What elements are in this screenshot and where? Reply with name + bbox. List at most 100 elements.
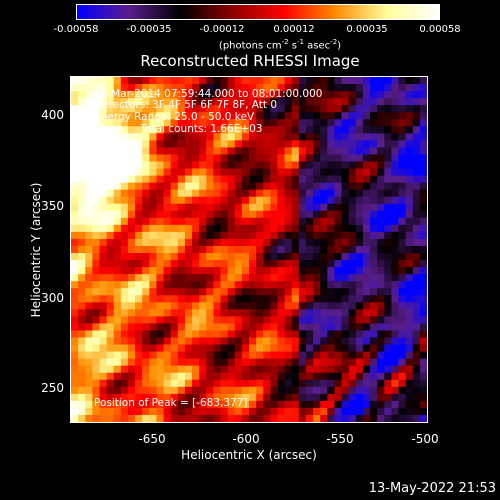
heatmap-cell	[405, 316, 414, 325]
heatmap-cell	[99, 400, 108, 409]
heatmap-cell	[370, 133, 378, 141]
heatmap-cell	[199, 386, 207, 395]
heatmap-cell	[362, 288, 371, 296]
heatmap-cell	[377, 245, 385, 254]
heatmap-cell	[291, 372, 300, 381]
heatmap-cell	[298, 210, 307, 219]
heatmap-cell	[270, 386, 279, 395]
heatmap-cell	[149, 231, 158, 240]
heatmap-cell	[170, 288, 179, 296]
heatmap-cell	[163, 98, 172, 106]
heatmap-cell	[184, 231, 193, 240]
heatmap-cell	[334, 407, 343, 416]
heatmap-cell	[362, 175, 371, 184]
heatmap-cell	[398, 168, 407, 177]
heatmap-cell	[263, 267, 271, 275]
heatmap-cell	[156, 77, 165, 85]
plot-timestamp: 13-May-2022 21:53	[368, 481, 496, 496]
x-tick-label: -600	[232, 432, 260, 446]
heatmap-cell	[163, 147, 172, 156]
heatmap-cell	[227, 77, 236, 85]
heatmap-cell	[348, 330, 357, 339]
heatmap-cell	[92, 210, 101, 219]
heatmap-cell	[284, 77, 293, 85]
heatmap-cell	[170, 365, 179, 374]
heatmap-cell	[135, 175, 143, 184]
heatmap-cell	[135, 119, 143, 127]
heatmap-cell	[234, 77, 243, 85]
heatmap-cell	[177, 238, 186, 247]
heatmap-cell	[377, 337, 385, 346]
heatmap-cell	[384, 168, 392, 177]
heatmap-cell	[135, 337, 143, 346]
heatmap-cell	[156, 302, 165, 310]
heatmap-cell	[305, 231, 314, 240]
heatmap-cell	[213, 175, 222, 184]
heatmap-cell	[412, 323, 421, 332]
heatmap-cell	[370, 210, 378, 219]
heatmap-cell	[341, 140, 350, 149]
heatmap-cell	[78, 351, 86, 360]
heatmap-cell	[142, 407, 150, 416]
heatmap-cell	[313, 400, 321, 409]
heatmap-cell	[284, 281, 293, 289]
heatmap-cell	[227, 231, 236, 240]
heatmap-cell	[391, 393, 400, 402]
heatmap-cell	[234, 182, 243, 191]
heatmap-cell	[206, 400, 214, 409]
heatmap-cell	[241, 351, 250, 360]
heatmap-cell	[220, 238, 229, 247]
heatmap-cell	[419, 91, 427, 99]
heatmap-cell	[92, 175, 101, 184]
heatmap-cell	[156, 147, 165, 156]
heatmap-cell	[419, 302, 427, 310]
heatmap-cell	[99, 182, 108, 191]
heatmap-cell	[341, 414, 350, 422]
heatmap-cell	[206, 91, 214, 99]
heatmap-cell	[334, 365, 343, 374]
heatmap-cell	[92, 140, 101, 149]
heatmap-cell	[227, 337, 236, 346]
heatmap-cell	[355, 407, 364, 416]
heatmap-cell	[71, 91, 79, 99]
heatmap-cell	[263, 372, 271, 381]
heatmap-cell	[92, 182, 101, 191]
heatmap-cell	[213, 238, 222, 247]
heatmap-cell	[270, 281, 279, 289]
heatmap-cell	[184, 238, 193, 247]
heatmap-cell	[92, 344, 101, 353]
heatmap-cell	[405, 260, 414, 268]
heatmap-cell	[348, 182, 357, 191]
heatmap-cell	[85, 203, 93, 212]
heatmap-cell	[71, 231, 79, 240]
heatmap-cell	[92, 309, 101, 317]
heatmap-cell	[412, 231, 421, 240]
heatmap-cell	[341, 77, 350, 85]
heatmap-cell	[405, 112, 414, 120]
heatmap-cell	[199, 337, 207, 346]
heatmap-cell	[362, 309, 371, 317]
heatmap-cell	[327, 316, 336, 325]
heatmap-cell	[391, 182, 400, 191]
heatmap-cell	[92, 189, 101, 198]
heatmap-cell	[113, 245, 122, 254]
heatmap-cell	[71, 302, 79, 310]
heatmap-cell	[113, 316, 122, 325]
heatmap-cell	[149, 358, 158, 367]
heatmap-cell	[227, 358, 236, 367]
heatmap-cell	[99, 337, 108, 346]
heatmap-cell	[405, 154, 414, 163]
heatmap-cell	[220, 98, 229, 106]
heatmap-cell	[384, 351, 392, 360]
heatmap-cell	[384, 98, 392, 106]
heatmap-cell	[291, 400, 300, 409]
heatmap-cell	[192, 372, 200, 381]
heatmap-cell	[270, 84, 279, 92]
heatmap-cell	[355, 330, 364, 339]
heatmap-cell	[249, 302, 257, 310]
heatmap-cell	[106, 119, 115, 127]
heatmap-cell	[263, 189, 271, 198]
heatmap-cell	[405, 407, 414, 416]
heatmap-cell	[270, 224, 279, 233]
heatmap-cell	[142, 175, 150, 184]
